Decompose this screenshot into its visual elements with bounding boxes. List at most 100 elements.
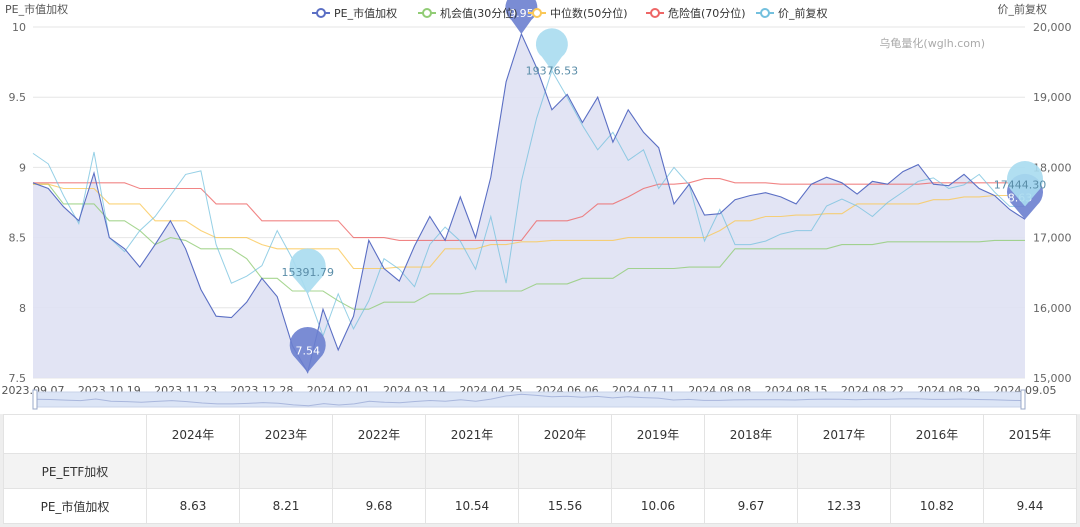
slider-preview xyxy=(34,393,1024,407)
table-cell xyxy=(146,453,240,489)
series-line xyxy=(33,183,1025,270)
y-left-ticks: 7.5 8 8.5 9 9.5 10 xyxy=(9,21,27,385)
marker-label: 15391.79 xyxy=(281,266,334,279)
table-header-row: 2024年 2023年 2022年 2021年 2020年 2019年 2018… xyxy=(3,414,1077,454)
series-line xyxy=(32,69,1025,338)
legend-label: 中位数(50分位) xyxy=(550,6,628,20)
legend-item[interactable]: 价_前复权 xyxy=(756,6,828,20)
legend-label: 机会值(30分位) xyxy=(440,6,518,20)
legend-label: PE_市值加权 xyxy=(334,6,397,20)
y-left-tick-label: 7.5 xyxy=(9,372,27,385)
row-label: PE_市值加权 xyxy=(3,488,147,524)
table-cell: 10.54 xyxy=(425,488,519,524)
price-marker: 15391.79 xyxy=(281,248,334,294)
marker-label: 19376.53 xyxy=(526,65,579,78)
table-cell xyxy=(611,453,705,489)
table-cell xyxy=(704,453,798,489)
y-right-tick-label: 19,000 xyxy=(1033,91,1072,104)
year-header: 2023年 xyxy=(239,414,333,454)
y-left-tick-label: 9 xyxy=(19,161,26,174)
watermark: 乌龟量化(wglh.com) xyxy=(879,36,985,50)
table-cell: 9.44 xyxy=(983,488,1077,524)
table-cell: 15.56 xyxy=(518,488,612,524)
table-cell: 8.21 xyxy=(239,488,333,524)
legend-symbol xyxy=(760,8,770,18)
legend-symbol xyxy=(422,8,432,18)
y-left-tick-label: 9.5 xyxy=(9,91,27,104)
table-cell xyxy=(797,453,891,489)
year-header: 2015年 xyxy=(983,414,1077,454)
zoom-slider[interactable] xyxy=(32,389,1026,410)
legend-item[interactable]: PE_市值加权 xyxy=(312,6,397,20)
y-left-tick-label: 8 xyxy=(19,302,26,315)
table-cell xyxy=(332,453,426,489)
series-line xyxy=(32,32,1026,374)
marker-label: 9.95 xyxy=(509,7,534,20)
legend-item[interactable]: 机会值(30分位) xyxy=(418,6,518,20)
marker-pin xyxy=(505,0,538,35)
price-marker: 19376.53 xyxy=(526,28,579,78)
y-left-tick-label: 10 xyxy=(12,21,26,34)
pe-table: 2024年 2023年 2022年 2021年 2020年 2019年 2018… xyxy=(3,414,1077,524)
legend-item[interactable]: 中位数(50分位) xyxy=(528,6,628,20)
year-header: 2019年 xyxy=(611,414,705,454)
table-cell xyxy=(239,453,333,489)
table-cell: 10.06 xyxy=(611,488,705,524)
table-row: PE_市值加权 8.63 8.21 9.68 10.54 15.56 10.06… xyxy=(3,488,1077,524)
table-cell: 9.67 xyxy=(704,488,798,524)
series-lines xyxy=(32,32,1026,374)
table-cell: 8.63 xyxy=(146,488,240,524)
marker-label: 7.54 xyxy=(295,344,320,357)
slider-handle-left xyxy=(32,389,38,410)
pe-marker: 9.95 xyxy=(505,0,538,35)
year-header: 2024年 xyxy=(146,414,240,454)
y-left-axis-label: PE_市值加权 xyxy=(5,2,68,16)
legend-label: 危险值(70分位) xyxy=(668,6,746,20)
y-right-ticks: 15,000 16,000 17,000 18,000 19,000 20,000 xyxy=(1033,21,1072,385)
pe-area-fill xyxy=(33,34,1025,378)
table-corner-cell xyxy=(3,414,147,454)
slider-handle-right xyxy=(1020,389,1026,410)
legend-symbol xyxy=(316,8,326,18)
marker-pin xyxy=(535,28,568,71)
legend-label: 价_前复权 xyxy=(778,6,828,20)
year-header: 2016年 xyxy=(890,414,984,454)
legend[interactable]: PE_市值加权 机会值(30分位) 中位数(50分位) 危险值(70分位) 价_前复权 xyxy=(312,6,828,20)
price-marker: 17444.30 xyxy=(994,161,1047,207)
legend-symbol xyxy=(532,8,542,18)
table-cell xyxy=(890,453,984,489)
pe-table-panel: 2024年 2023年 2022年 2021年 2020年 2019年 2018… xyxy=(0,414,1080,527)
table-cell: 10.82 xyxy=(890,488,984,524)
year-header: 2022年 xyxy=(332,414,426,454)
y-left-tick-label: 8.5 xyxy=(9,232,27,245)
legend-item[interactable]: 危险值(70分位) xyxy=(646,6,746,20)
table-cell xyxy=(425,453,519,489)
legend-symbol xyxy=(650,8,660,18)
year-header: 2021年 xyxy=(425,414,519,454)
year-header: 2020年 xyxy=(518,414,612,454)
y-right-axis-label: 价_前复权 xyxy=(998,2,1048,16)
marker-pin xyxy=(289,248,326,294)
series-line xyxy=(33,178,1025,241)
y-right-tick-label: 20,000 xyxy=(1033,21,1072,34)
table-cell: 9.68 xyxy=(332,488,426,524)
table-cell xyxy=(983,453,1077,489)
marker-pin xyxy=(289,326,326,373)
y-right-tick-label: 15,000 xyxy=(1033,372,1072,385)
year-header: 2018年 xyxy=(704,414,798,454)
marker-label: 17444.30 xyxy=(994,178,1047,191)
year-header: 2017年 xyxy=(797,414,891,454)
y-right-tick-label: 18,000 xyxy=(1033,161,1072,174)
table-row: PE_ETF加权 xyxy=(3,453,1077,489)
table-cell: 12.33 xyxy=(797,488,891,524)
pe-chart: PE_市值加权 价_前复权 乌龟量化(wglh.com) 7.5 8 8.5 9 9.5… xyxy=(2,0,1072,410)
series-line xyxy=(33,183,1025,310)
row-label: PE_ETF加权 xyxy=(3,453,147,489)
table-cell xyxy=(518,453,612,489)
y-right-tick-label: 16,000 xyxy=(1033,302,1072,315)
marker-pin xyxy=(1006,161,1043,207)
pe-marker: 7.54 xyxy=(289,326,326,373)
pe-area xyxy=(33,34,1025,378)
y-right-tick-label: 17,000 xyxy=(1033,232,1072,245)
